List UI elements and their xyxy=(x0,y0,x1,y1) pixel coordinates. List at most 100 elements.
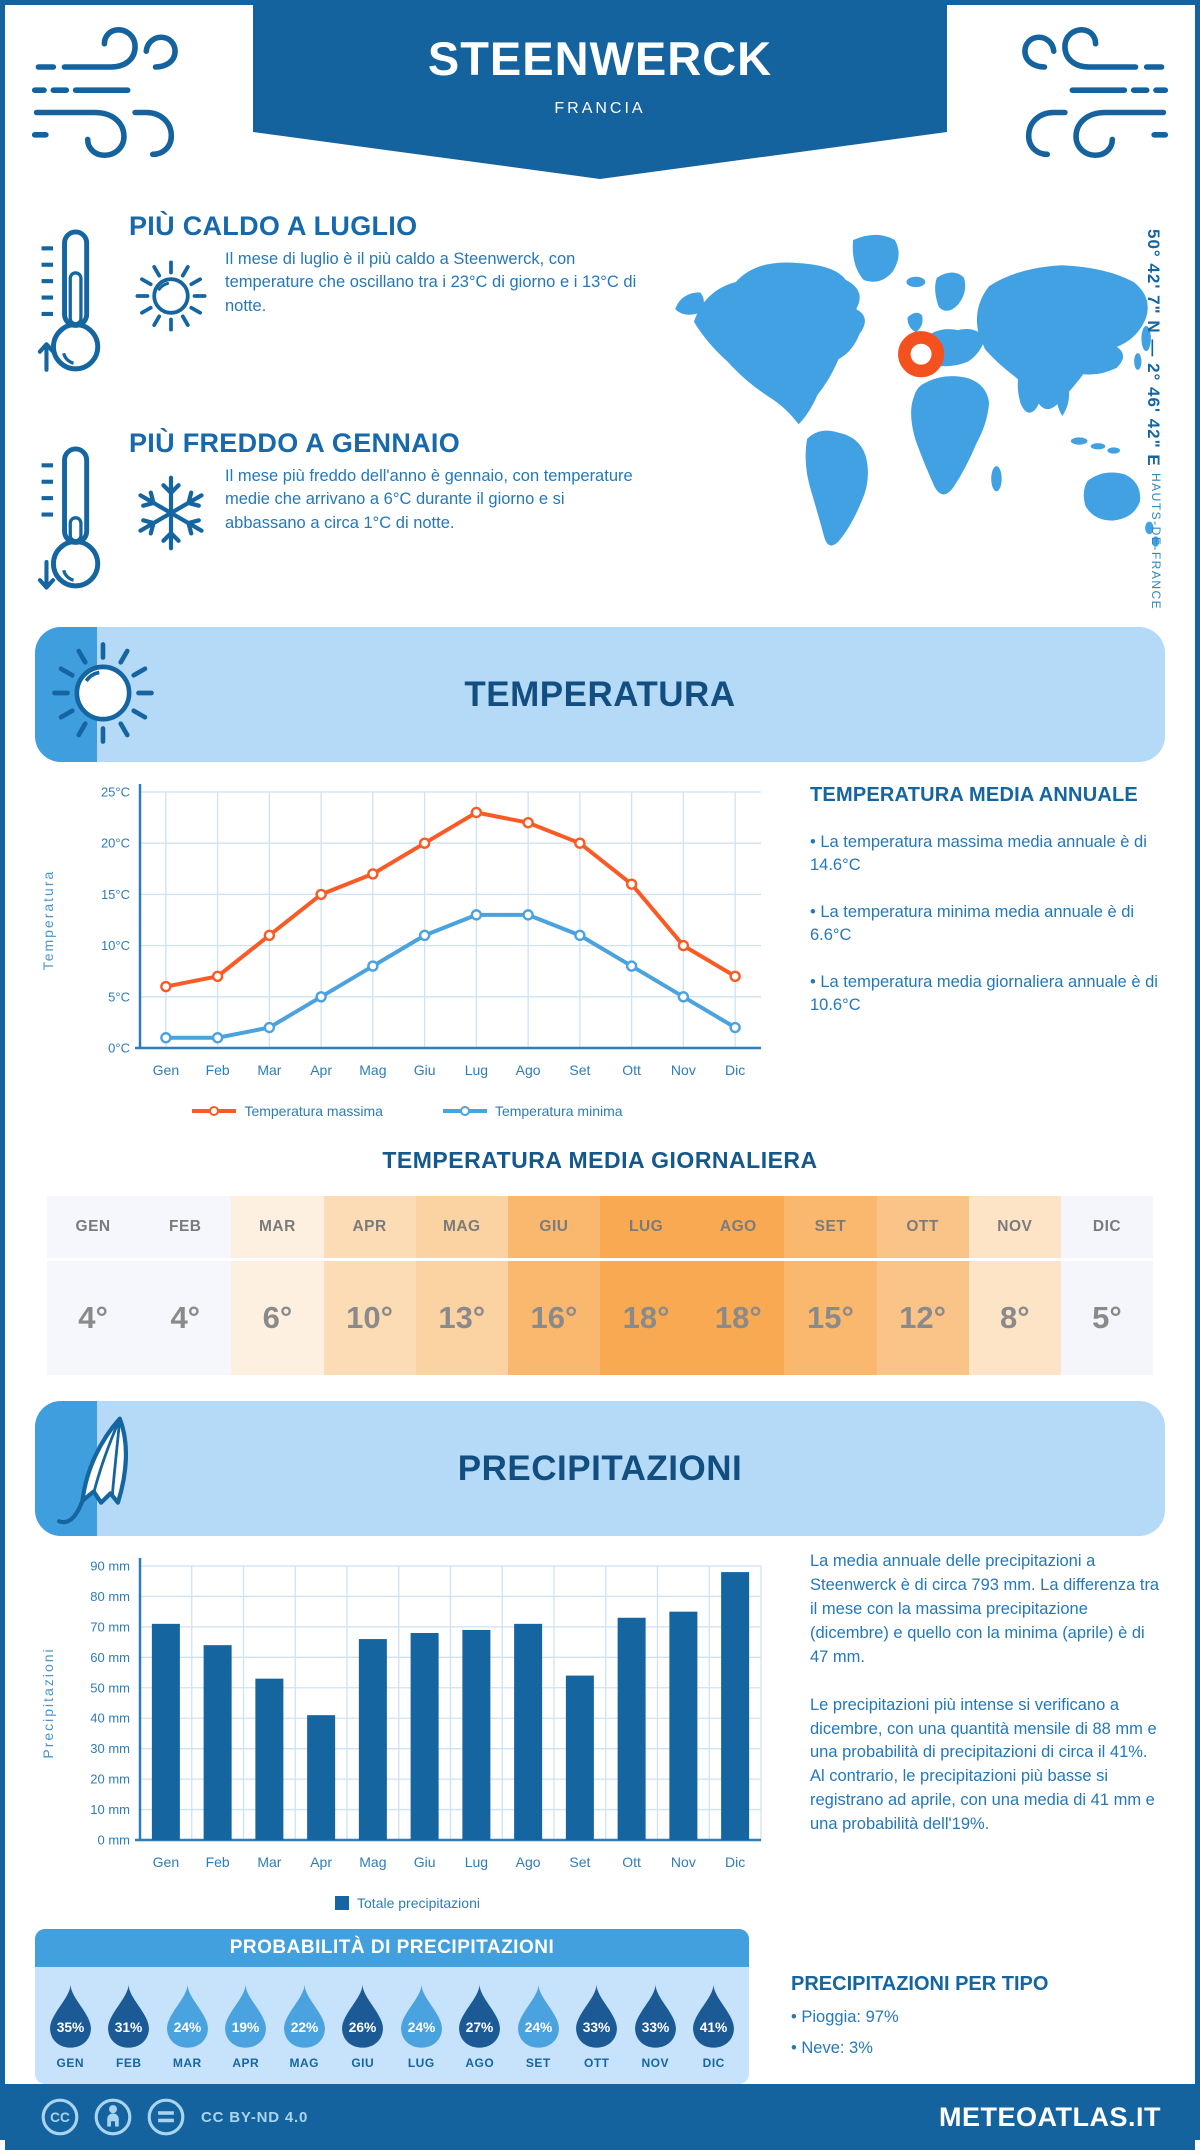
svg-text:Temperatura: Temperatura xyxy=(40,870,56,971)
precipitation-chart-row: 0 mm 10 mm 20 mm 30 mm 40 mm 50 mm 60 mm 70 mm 8… xyxy=(5,1536,1195,1911)
data-point xyxy=(315,888,327,901)
footer: CC CC BY-ND 4.0 METEOATLAS.IT xyxy=(5,2084,1195,2150)
water-drop-icon: 24% xyxy=(166,1984,208,2048)
license-label: CC BY-ND 4.0 xyxy=(201,2108,309,2126)
water-drop-icon: 31% xyxy=(108,1984,150,2048)
table-column: MAR 6° xyxy=(231,1196,324,1375)
sun-banner-icon xyxy=(52,642,154,744)
probability-value: 35% xyxy=(56,2020,84,2035)
data-point xyxy=(677,939,690,952)
coordinates-text: 50° 42' 7" N — 2° 46' 42" E xyxy=(1144,229,1163,467)
data-point xyxy=(470,909,483,921)
daily-mean-table: GEN 4° FEB 4° MAR 6° APR 10° MAG 13° GIU… xyxy=(47,1196,1154,1375)
data-point xyxy=(574,929,586,942)
temperature-value: 13° xyxy=(438,1300,486,1335)
svg-text:20°C: 20°C xyxy=(101,836,130,851)
bar xyxy=(307,1715,336,1840)
data-point xyxy=(522,909,534,921)
precipitation-chart-legend: Totale precipitazioni xyxy=(35,1895,780,1911)
temperature-chart-legend: Temperatura massima Temperatura minima xyxy=(35,1103,780,1119)
table-column: APR 10° xyxy=(323,1196,416,1375)
precip-type-heading: PRECIPITAZIONI PER TIPO xyxy=(791,1973,1049,1995)
temperature-chart-row: 0°C 5°C 10°C 15°C 20°C 25°C Gen Feb Mar Apr Mag Giu… xyxy=(5,762,1195,1119)
temperature-value: 15° xyxy=(807,1300,854,1335)
bar xyxy=(721,1572,750,1840)
probability-value: 26% xyxy=(349,2020,377,2035)
month-header: AGO xyxy=(692,1196,785,1261)
drop-month-label: MAR xyxy=(172,2056,202,2070)
svg-text:Dic: Dic xyxy=(725,1062,745,1078)
probability-drop: 26% GIU xyxy=(334,1983,393,2070)
wind-icon xyxy=(31,27,178,159)
water-drop-icon: 33% xyxy=(576,1984,618,2048)
water-drop-icon: 26% xyxy=(342,1984,384,2048)
temperature-value: 16° xyxy=(530,1300,578,1335)
bar xyxy=(410,1632,439,1840)
legend-swatch xyxy=(442,1106,487,1116)
probability-value: 31% xyxy=(115,2020,143,2035)
legend-swatch xyxy=(192,1106,237,1116)
precipitation-section-banner: PRECIPITAZIONI xyxy=(35,1401,1165,1536)
line-chart-svg: 0°C 5°C 10°C 15°C 20°C 25°C Gen Feb Mar Apr Mag Giu… xyxy=(40,784,761,1078)
svg-text:Set: Set xyxy=(569,1062,590,1078)
temperature-value: 6° xyxy=(262,1300,293,1335)
data-point xyxy=(625,878,638,890)
legend-label: Temperatura massima xyxy=(244,1103,383,1119)
table-column: MAG 13° xyxy=(415,1196,508,1375)
month-header: GIU xyxy=(507,1196,601,1261)
probability-value: 24% xyxy=(407,2020,435,2035)
month-header: FEB xyxy=(139,1196,232,1261)
drop-month-label: OTT xyxy=(584,2056,610,2070)
svg-text:Gen: Gen xyxy=(153,1854,179,1870)
svg-text:Giu: Giu xyxy=(414,1854,436,1870)
precipitation-chart: 0 mm 10 mm 20 mm 30 mm 40 mm 50 mm 60 mm 70 mm 8… xyxy=(35,1550,780,1891)
water-drop-icon: 27% xyxy=(459,1984,501,2048)
table-column: FEB 4° xyxy=(139,1196,232,1375)
bar xyxy=(617,1617,646,1840)
precipitation-text: La media annuale delle precipitazioni a … xyxy=(810,1550,1165,1837)
bar xyxy=(565,1675,594,1840)
table-column: GIU 16° xyxy=(507,1196,601,1375)
svg-text:Ago: Ago xyxy=(516,1854,541,1870)
probability-drop: 24% MAR xyxy=(158,1983,217,2070)
probability-value: 41% xyxy=(700,2020,728,2035)
probability-drop: 35% GEN xyxy=(41,1983,100,2070)
svg-text:60 mm: 60 mm xyxy=(90,1650,130,1665)
daily-mean-block: TEMPERATURA MEDIA GIORNALIERA GEN 4° FEB… xyxy=(5,1147,1195,1375)
water-drop-icon: 35% xyxy=(49,1984,91,2048)
sun-icon xyxy=(135,260,207,332)
table-column: LUG 18° xyxy=(600,1196,693,1375)
svg-text:Mar: Mar xyxy=(257,1854,281,1870)
table-column: OTT 12° xyxy=(876,1196,969,1375)
probability-drop: 24% SET xyxy=(509,1983,568,2070)
svg-text:Feb: Feb xyxy=(206,1062,230,1078)
water-drop-icon: 41% xyxy=(693,1984,735,2048)
cc-icons: CC xyxy=(39,2096,187,2138)
probability-value: 24% xyxy=(524,2020,552,2035)
svg-text:80 mm: 80 mm xyxy=(90,1589,130,1604)
svg-text:Lug: Lug xyxy=(465,1062,488,1078)
svg-text:Dic: Dic xyxy=(725,1854,745,1870)
temperature-value: 4° xyxy=(170,1300,201,1335)
temperature-value: 18° xyxy=(622,1300,670,1335)
drop-month-label: GIU xyxy=(351,2056,375,2070)
annual-summary-heading: TEMPERATURA MEDIA ANNUALE xyxy=(810,784,1138,806)
thermometer-up-icon xyxy=(37,229,101,372)
data-point xyxy=(211,1032,224,1044)
data-point xyxy=(574,837,586,849)
attribution-person-icon xyxy=(94,2098,132,2136)
probability-drop: 24% LUG xyxy=(392,1983,451,2070)
world-map xyxy=(675,234,1160,547)
data-point xyxy=(160,1032,172,1044)
data-point xyxy=(677,991,690,1003)
summary-bullet: La temperatura media giornaliera annuale… xyxy=(810,971,1165,1017)
drop-month-label: NOV xyxy=(641,2056,669,2070)
temperature-value: 5° xyxy=(1092,1300,1122,1335)
svg-text:Ott: Ott xyxy=(622,1854,641,1870)
country-label: FRANCIA xyxy=(554,100,646,117)
coldest-month-block: PIÙ FREDDO A GENNAIO Il xyxy=(35,426,655,613)
umbrella-icon xyxy=(57,1416,128,1525)
snowflake-icon xyxy=(129,471,213,555)
bar xyxy=(151,1623,180,1840)
region-label: HAUTS-DE-FRANCE xyxy=(1149,472,1163,610)
